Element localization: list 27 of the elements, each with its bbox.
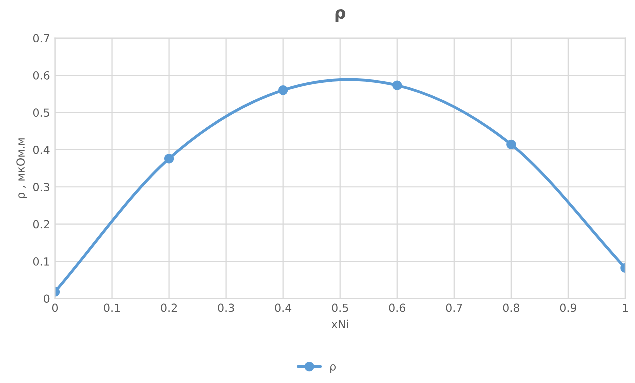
point <box>392 80 402 90</box>
chart-title: ρ <box>336 9 346 22</box>
legend-label: ρ <box>330 364 336 373</box>
point <box>278 86 288 96</box>
x-axis-title: xNi <box>332 320 348 328</box>
y-tick-label: 0.6 <box>33 71 50 80</box>
x-tick-label: 0.7 <box>446 304 462 312</box>
y-tick-label: 0.3 <box>33 183 50 192</box>
x-tick-label: 0.8 <box>503 304 520 312</box>
x-tick-label: 1 <box>623 304 628 312</box>
x-tick-label: 0 <box>52 304 58 312</box>
x-tick-label: 0.4 <box>275 304 292 312</box>
y-tick-label: 0.2 <box>33 220 50 229</box>
x-tick-label: 0.6 <box>389 304 406 312</box>
x-tick-label: 0.3 <box>218 304 234 312</box>
y-tick-label: 0 <box>44 294 50 304</box>
point <box>164 154 174 164</box>
y-axis-title: ρ , мкОм.м <box>16 138 28 198</box>
x-tick-label: 0.2 <box>161 304 178 312</box>
point <box>506 140 516 150</box>
x-tick-label: 0.1 <box>104 304 120 312</box>
y-tick-label: 0.4 <box>33 146 50 154</box>
y-tick-label: 0.7 <box>33 34 50 43</box>
x-tick-label: 0.5 <box>332 304 348 312</box>
y-tick-label: 0.5 <box>33 108 50 118</box>
y-tick-label: 0.1 <box>33 258 50 266</box>
x-tick-label: 0.9 <box>560 304 577 312</box>
